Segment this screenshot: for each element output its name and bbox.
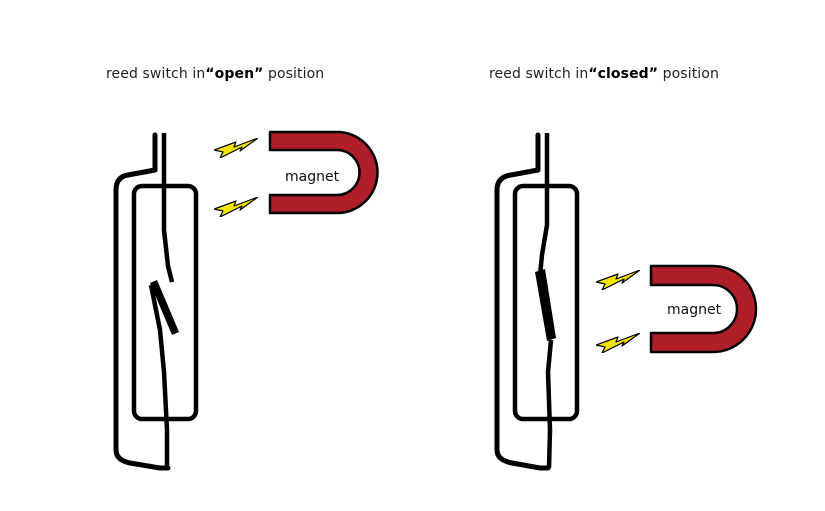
reed-contact-lower [545,339,554,469]
caption-closed-state: “closed” [588,66,659,82]
caption-open-state: “open” [205,66,264,82]
lightning-bolt-icon [214,138,258,158]
reed-switch-closed [494,132,580,471]
switch-body-outline [113,132,171,471]
caption-closed-suffix: position [658,66,719,82]
caption-open-suffix: position [263,66,325,82]
caption-open: reed switch in“open” position [106,66,324,82]
caption-closed-prefix: reed switch in [489,66,589,82]
reed-contact-lower [148,284,170,468]
switch-body-outline [494,132,551,471]
reed-switch-open [113,132,199,471]
magnet-closed: magnet [596,264,758,354]
reed-contact-upper [537,180,550,276]
reed-contact-joined [535,269,556,341]
reed-contact-upper [161,180,175,283]
lightning-bolt-icon [596,333,640,353]
horseshoe-magnet-icon [649,264,758,354]
magnet-open: magnet [214,130,379,217]
caption-closed: reed switch in“closed” position [489,66,719,82]
horseshoe-magnet-icon [268,130,379,215]
magnet-label: magnet [667,302,722,318]
caption-open-prefix: reed switch in [106,66,206,82]
lightning-bolt-icon [214,197,258,217]
lightning-bolt-icon [596,270,640,290]
reed-contact-tip [150,280,179,335]
magnet-label: magnet [285,169,340,185]
